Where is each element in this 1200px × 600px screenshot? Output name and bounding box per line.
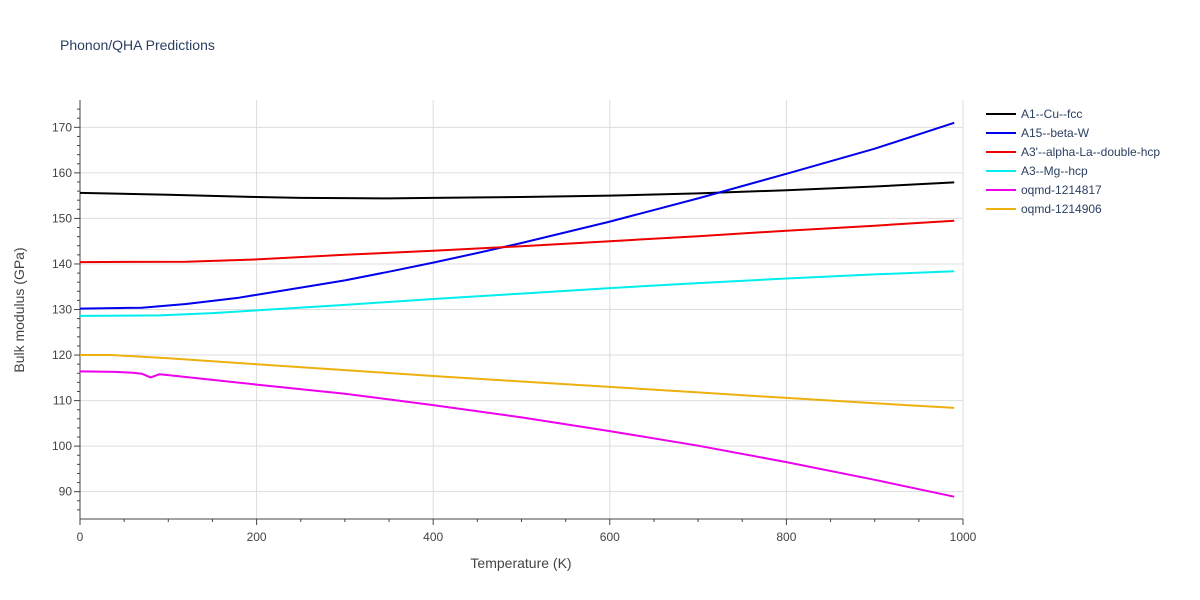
series-lines	[79, 121, 955, 498]
series-line-a3-alpha-la-double-hcp[interactable]	[79, 219, 955, 264]
y-axis-title: Bulk modulus (GPa)	[11, 247, 27, 372]
legend-label: oqmd-1214906	[1021, 202, 1102, 216]
y-tick-label: 150	[52, 211, 72, 225]
x-tick-label: 200	[247, 530, 267, 544]
y-tick-label: 140	[52, 257, 72, 271]
legend-item[interactable]: A1--Cu--fcc	[986, 107, 1082, 121]
legend[interactable]: A1--Cu--fcc A15--beta-W A3'--alpha-La--dou…	[986, 107, 1160, 216]
y-tick-label: 110	[53, 394, 72, 408]
x-tick-labels: 0 200 400 600 800 1000	[77, 530, 977, 544]
legend-label: A3--Mg--hcp	[1021, 164, 1088, 178]
x-tick-label: 800	[776, 530, 796, 544]
series-line-oqmd-1214906[interactable]	[80, 354, 955, 409]
x-tick-label: 1000	[950, 530, 977, 544]
legend-item[interactable]: A3--Mg--hcp	[986, 164, 1088, 178]
x-tick-label: 600	[600, 530, 620, 544]
y-tick-label: 100	[52, 439, 72, 453]
legend-label: A3'--alpha-La--double-hcp	[1021, 145, 1160, 159]
y-tick-label: 120	[52, 348, 72, 362]
chart-title: Phonon/QHA Predictions	[60, 37, 215, 53]
legend-item[interactable]: oqmd-1214817	[986, 183, 1102, 197]
legend-item[interactable]: A15--beta-W	[986, 126, 1090, 140]
series-line-a3-mg-hcp[interactable]	[79, 270, 955, 317]
series-line-a1-cu-fcc[interactable]	[79, 181, 955, 200]
series-line-a15-beta-w[interactable]	[79, 121, 955, 310]
x-tick-label: 400	[423, 530, 443, 544]
axes	[74, 100, 964, 525]
x-tick-label: 0	[77, 530, 84, 544]
y-tick-label: 170	[52, 120, 72, 134]
y-tick-label: 160	[52, 166, 72, 180]
legend-label: A15--beta-W	[1021, 126, 1090, 140]
legend-item[interactable]: oqmd-1214906	[986, 202, 1102, 216]
y-tick-labels: 90 100 110 120 130 140 150 160 170	[52, 120, 72, 498]
x-axis-title: Temperature (K)	[470, 555, 571, 571]
grid-lines	[80, 100, 964, 519]
legend-label: oqmd-1214817	[1021, 183, 1102, 197]
legend-label: A1--Cu--fcc	[1021, 107, 1082, 121]
series-line-oqmd-1214817[interactable]	[79, 370, 955, 498]
y-tick-label: 90	[59, 485, 73, 499]
legend-item[interactable]: A3'--alpha-La--double-hcp	[986, 145, 1160, 159]
y-tick-label: 130	[52, 303, 72, 317]
